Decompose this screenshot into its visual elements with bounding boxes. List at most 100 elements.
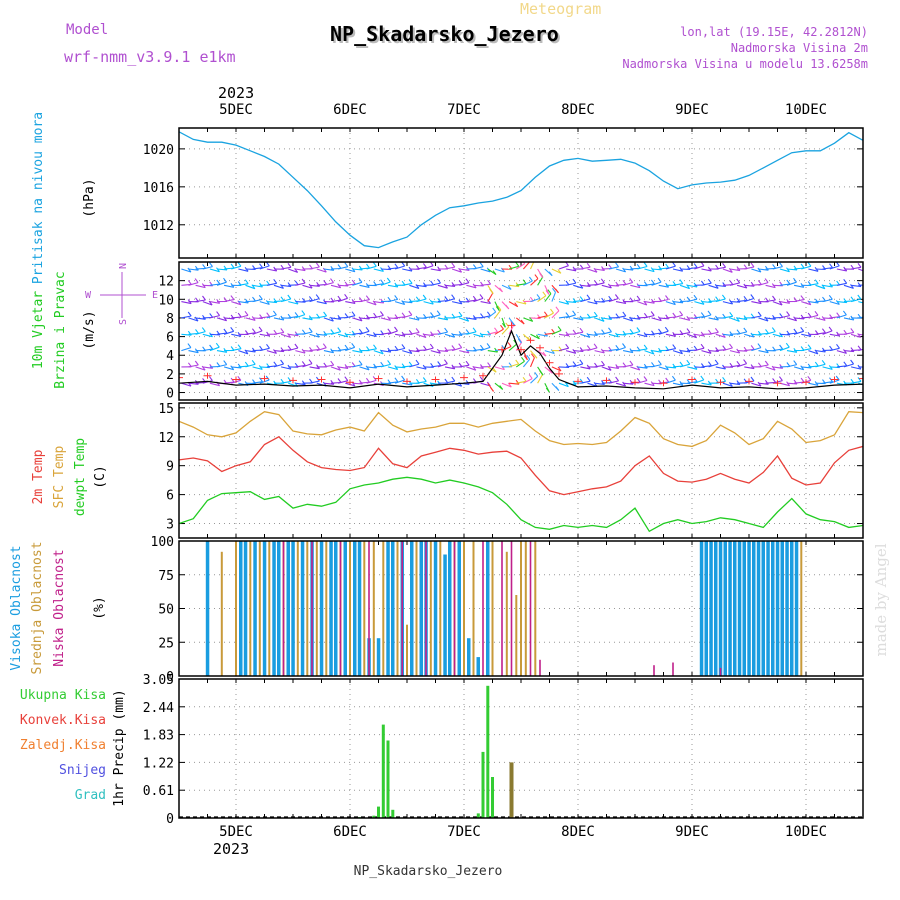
wind-barb bbox=[273, 363, 284, 368]
cloud-bar-0 bbox=[277, 541, 281, 676]
wind-barb bbox=[744, 348, 755, 352]
wind-barb bbox=[658, 366, 669, 371]
wind-barb bbox=[679, 284, 690, 290]
temp-ylabel-2: SFC Temp bbox=[52, 446, 67, 509]
day-label-top: 6DEC bbox=[333, 102, 367, 118]
wind-barb bbox=[416, 284, 427, 288]
wind-barb bbox=[594, 268, 605, 272]
wind-barb bbox=[337, 266, 348, 270]
wind-barb-flag bbox=[287, 294, 292, 300]
wind-barb bbox=[395, 333, 406, 337]
wind-barb-flag bbox=[665, 295, 669, 300]
cloud-bar-0 bbox=[467, 638, 471, 676]
wind-barb-flag bbox=[337, 365, 341, 371]
wind-barb-flag bbox=[693, 294, 698, 300]
wind-barb bbox=[288, 301, 299, 305]
wind-barb bbox=[309, 284, 320, 287]
wind-barb-flag bbox=[557, 268, 562, 274]
wind-barb bbox=[551, 268, 562, 274]
wind-barb bbox=[202, 301, 213, 306]
wind-barb-flag bbox=[658, 328, 662, 334]
wind-barb bbox=[316, 268, 327, 273]
wind-barb-flag bbox=[265, 375, 270, 381]
wind-barb bbox=[195, 317, 206, 320]
pressure-ylabel: Pritisak na nivou mora bbox=[31, 112, 46, 284]
cloud-bar-2 bbox=[719, 667, 722, 676]
wind-barb bbox=[452, 333, 463, 336]
wind-barb bbox=[366, 348, 377, 352]
wind-barb bbox=[302, 299, 313, 303]
wind-barb bbox=[295, 382, 306, 386]
wind-barb bbox=[466, 366, 476, 371]
wind-barb bbox=[245, 363, 256, 368]
wind-barb bbox=[665, 379, 676, 384]
wind-barb bbox=[551, 310, 560, 319]
cloud-bar-1 bbox=[491, 541, 494, 676]
wind-barb bbox=[608, 348, 619, 352]
wind-barb-flag bbox=[505, 322, 510, 328]
wind-barb bbox=[858, 301, 863, 304]
ytick-label: 1016 bbox=[143, 181, 174, 196]
station-title: NP_Skadarsko_Jezero bbox=[330, 22, 559, 46]
precip-bar-0 bbox=[386, 740, 390, 818]
wind-barb bbox=[722, 333, 733, 337]
wind-barb bbox=[366, 333, 377, 337]
cloud-unit: (%) bbox=[92, 596, 107, 619]
wind-barb-flag bbox=[622, 381, 627, 387]
wind-barb-flag bbox=[401, 344, 406, 349]
wind-barb bbox=[566, 301, 577, 303]
wind-barb bbox=[637, 333, 648, 338]
cloud-bar-1 bbox=[800, 541, 803, 676]
wind-barb bbox=[387, 267, 398, 270]
wind-barb bbox=[601, 366, 612, 371]
wind-barb-flag bbox=[230, 263, 235, 269]
wind-barb-flag bbox=[408, 298, 413, 304]
wind-barb-flag bbox=[308, 283, 313, 289]
wind-barb bbox=[295, 350, 306, 354]
wind-barb bbox=[801, 265, 812, 270]
wind-barb bbox=[209, 346, 220, 352]
wind-barb bbox=[437, 331, 448, 335]
wind-barb bbox=[459, 317, 469, 322]
wind-barb bbox=[836, 301, 847, 304]
wind-barb bbox=[487, 292, 494, 302]
wind-barb-flag bbox=[728, 267, 733, 273]
wind-barb bbox=[409, 350, 420, 353]
axis-labels: Pritisak na nivou mora (hPa) 10m Vjetar … bbox=[9, 112, 127, 807]
wind-barb bbox=[843, 331, 854, 335]
wind-barb bbox=[729, 301, 741, 303]
wind-barb-flag bbox=[601, 380, 605, 385]
wind-barb bbox=[672, 301, 683, 304]
wind-barb-flag bbox=[814, 279, 819, 285]
wind-barb bbox=[793, 330, 804, 335]
wind-barb bbox=[509, 284, 520, 288]
wind-barb bbox=[772, 266, 783, 270]
wind-barb-flag bbox=[301, 278, 306, 284]
wind-barb-flag bbox=[500, 267, 505, 273]
cloud-bar-0 bbox=[448, 541, 452, 676]
wind-barb-flag bbox=[401, 300, 406, 305]
wind-barb-flag bbox=[545, 290, 550, 295]
wind-barb-flag bbox=[772, 295, 776, 301]
wind-barb-flag bbox=[657, 360, 662, 365]
elevation-text: Nadmorska Visina 2m bbox=[731, 41, 868, 55]
wind-barb bbox=[409, 331, 420, 335]
wind-barb bbox=[850, 366, 862, 370]
cloud-bar-1 bbox=[249, 541, 252, 676]
wind-barb bbox=[216, 317, 227, 322]
wind-barb bbox=[309, 348, 320, 352]
wind-barb bbox=[330, 366, 341, 371]
wind-barb-flag bbox=[629, 278, 634, 283]
wind-barb-flag bbox=[643, 344, 648, 350]
ytick-label: 0 bbox=[166, 812, 174, 827]
wind-barb-flag bbox=[273, 278, 278, 284]
wind-barb-flag bbox=[202, 264, 207, 269]
wind-barb-flag bbox=[793, 316, 798, 322]
ytick-label: 15 bbox=[158, 402, 174, 417]
wind-barb bbox=[551, 292, 557, 302]
wind-barb bbox=[665, 301, 676, 306]
wind-barb-flag bbox=[693, 333, 698, 339]
wind-barb-flag bbox=[415, 328, 420, 333]
day-label-top: 10DEC bbox=[785, 102, 827, 118]
cloud-bar-0 bbox=[728, 541, 732, 676]
